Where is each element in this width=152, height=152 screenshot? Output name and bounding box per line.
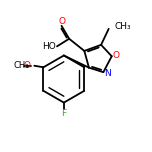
Text: F: F (61, 109, 66, 118)
Text: N: N (104, 69, 111, 78)
Text: O: O (58, 17, 65, 26)
Text: CH₃: CH₃ (114, 22, 131, 31)
Text: CH₃: CH₃ (14, 61, 29, 70)
Text: O: O (112, 51, 119, 60)
Text: O: O (24, 61, 31, 70)
Text: HO: HO (42, 42, 55, 51)
